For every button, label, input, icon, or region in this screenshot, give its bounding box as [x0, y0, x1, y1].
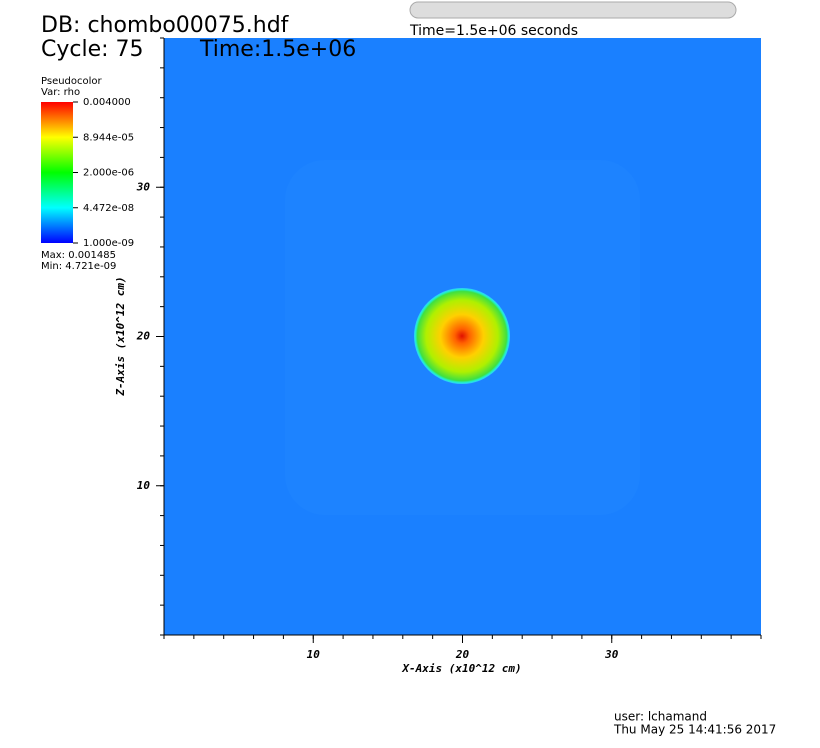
- colorbar-label: 1.000e-09: [83, 238, 134, 249]
- db-title: DB: chombo00075.hdf: [41, 13, 290, 38]
- colorbar-label: 4.472e-08: [83, 203, 134, 214]
- cycle: Cycle: 75: [41, 37, 144, 62]
- colorbar-label: 8.944e-05: [83, 132, 134, 143]
- time-slider[interactable]: [409, 1, 737, 19]
- x-tick-label: 30: [604, 648, 619, 661]
- x-axis-label: X-Axis (x10^12 cm): [401, 662, 521, 675]
- x-tick-label: 20: [455, 648, 470, 661]
- legend-plot: Pseudocolor: [41, 76, 103, 87]
- x-tick-label: 10: [307, 648, 321, 661]
- legend-min: Min: 4.721e-09: [41, 261, 116, 272]
- user: user: lchamand: [614, 710, 707, 724]
- date: Thu May 25 14:41:56 2017: [613, 723, 776, 737]
- y-tick-label: 10: [137, 479, 151, 492]
- slider-label: Time=1.5e+06 seconds: [409, 23, 578, 39]
- density-blob: [414, 288, 510, 384]
- y-tick-label: 20: [136, 330, 151, 343]
- colorbar-label: 0.004000: [83, 97, 131, 108]
- y-tick-label: 30: [136, 180, 151, 193]
- legend-var: Var: rho: [41, 87, 80, 98]
- y-axis-label: Z-Axis (x10^12 cm): [114, 276, 127, 396]
- colorbar-label: 2.000e-06: [83, 168, 134, 179]
- time: Time:1.5e+06: [199, 37, 356, 62]
- legend-max: Max: 0.001485: [41, 250, 116, 261]
- colorbar: [41, 102, 73, 243]
